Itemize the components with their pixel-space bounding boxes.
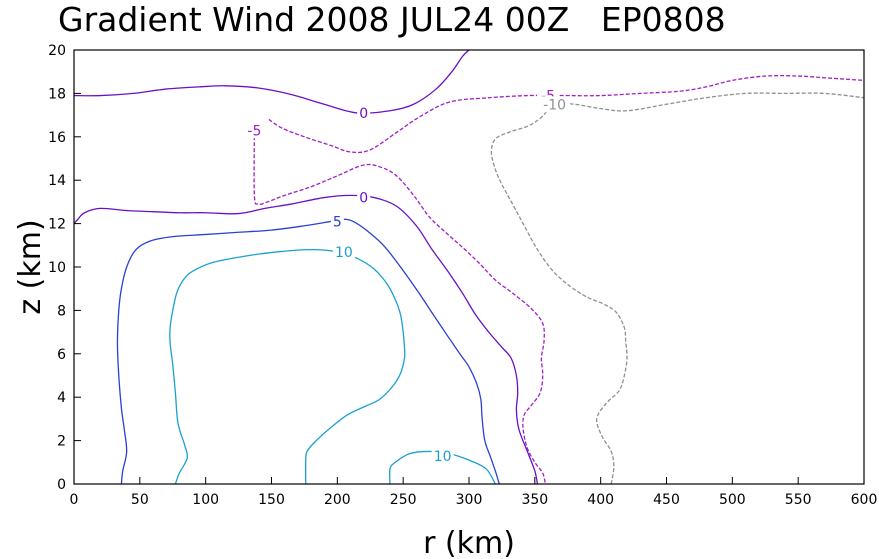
contour-label: -10 bbox=[543, 97, 566, 113]
contour-line bbox=[116, 218, 500, 485]
chart-title: Gradient Wind 2008 JUL24 00Z EP0808 bbox=[58, 0, 726, 39]
contour-line bbox=[73, 49, 470, 114]
contour-label-bg bbox=[243, 122, 266, 139]
contour-label-bg bbox=[330, 213, 344, 230]
y-axis-label: z (km) bbox=[13, 219, 48, 314]
contour-line bbox=[253, 130, 547, 485]
x-tick-label: 100 bbox=[192, 492, 219, 508]
x-tick-label: 550 bbox=[785, 492, 812, 508]
contour-line bbox=[388, 450, 496, 485]
y-axis: 0 2 4 6 8 10 12 14 16 18 20 bbox=[48, 43, 81, 493]
y-tick-label: 8 bbox=[57, 303, 66, 319]
contour-line bbox=[73, 194, 539, 485]
x-tick-label: 450 bbox=[653, 492, 680, 508]
contour-label: 0 bbox=[359, 106, 368, 122]
y-tick-label: 18 bbox=[48, 86, 66, 102]
x-axis-label: r (km) bbox=[423, 526, 515, 559]
x-tick-label: 200 bbox=[324, 492, 351, 508]
contour-line bbox=[490, 92, 865, 485]
x-tick-label: 250 bbox=[390, 492, 417, 508]
contour-line bbox=[169, 248, 406, 485]
contour-label: 0 bbox=[359, 191, 368, 207]
plot-frame bbox=[73, 49, 865, 485]
contour-label: 5 bbox=[333, 214, 342, 230]
contour-label: 10 bbox=[434, 449, 452, 465]
x-tick-label: 300 bbox=[456, 492, 483, 508]
x-tick-label: 0 bbox=[70, 492, 79, 508]
x-tick-label: 500 bbox=[719, 492, 746, 508]
y-tick-label: 6 bbox=[57, 347, 66, 363]
y-tick-label: 16 bbox=[48, 130, 66, 146]
contour-label: -5 bbox=[247, 123, 261, 139]
contour-line bbox=[268, 74, 865, 154]
contour-label-bg bbox=[357, 104, 371, 121]
y-tick-label: 12 bbox=[48, 217, 66, 233]
y-tick-label: 14 bbox=[48, 173, 66, 189]
contour-label-bg bbox=[431, 447, 454, 464]
contour-label-bg bbox=[357, 189, 371, 206]
x-tick-label: 150 bbox=[258, 492, 285, 508]
y-tick-label: 2 bbox=[57, 434, 66, 450]
contour-label: 10 bbox=[335, 245, 353, 261]
contour-label-bg bbox=[539, 96, 571, 113]
x-tick-label: 50 bbox=[131, 492, 149, 508]
x-tick-label: 600 bbox=[851, 492, 878, 508]
y-tick-label: 4 bbox=[57, 390, 66, 406]
x-tick-label: 350 bbox=[521, 492, 548, 508]
x-tick-label: 400 bbox=[587, 492, 614, 508]
contour-label-bg bbox=[332, 243, 355, 260]
y-tick-label: 20 bbox=[48, 43, 66, 59]
y-tick-label: 0 bbox=[57, 477, 66, 493]
y-tick-label: 10 bbox=[48, 260, 66, 276]
x-axis: 0 50 100 150 200 250 300 350 400 450 500 550 600 bbox=[70, 477, 878, 508]
